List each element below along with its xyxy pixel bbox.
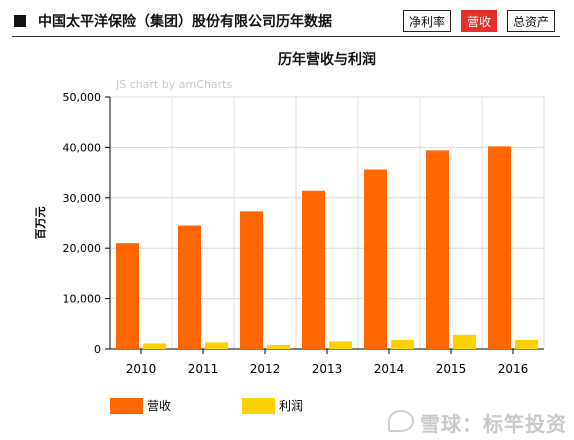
tab-net-margin[interactable]: 净利率 — [403, 10, 452, 32]
x-tick-label: 2010 — [126, 362, 157, 376]
bar-revenue — [488, 146, 511, 349]
bar-profit — [453, 334, 476, 349]
header-divider — [12, 36, 560, 37]
bar-revenue — [426, 150, 449, 349]
snowball-logo-icon — [388, 410, 414, 432]
bar-revenue — [364, 169, 387, 349]
header-square-icon — [14, 15, 26, 27]
bar-profit — [267, 344, 290, 349]
bar-profit — [515, 339, 538, 349]
bar-revenue — [116, 243, 139, 349]
legend-swatch — [110, 398, 143, 414]
chart-credit: JS chart by amCharts — [115, 78, 232, 91]
y-tick-label: 30,000 — [63, 192, 102, 205]
x-tick-label: 2012 — [250, 362, 281, 376]
bar-revenue — [302, 190, 325, 349]
y-tick-label: 40,000 — [63, 141, 102, 154]
page-header: 中国太平洋保险（集团）股份有限公司历年数据 净利率 营收 总资产 — [0, 0, 574, 36]
bar-profit — [143, 343, 166, 349]
tab-total-assets[interactable]: 总资产 — [507, 10, 556, 32]
tab-revenue[interactable]: 营收 — [461, 10, 498, 32]
y-tick-label: 0 — [94, 343, 101, 356]
legend-swatch — [242, 398, 275, 414]
legend-label: 营收 — [147, 399, 171, 413]
x-tick-label: 2011 — [188, 362, 219, 376]
y-tick-label: 20,000 — [63, 242, 102, 255]
x-tick-label: 2013 — [312, 362, 343, 376]
bar-revenue — [178, 225, 201, 349]
y-tick-label: 10,000 — [63, 293, 102, 306]
y-tick-label: 50,000 — [63, 91, 102, 104]
chart-title: 历年营收与利润 — [278, 51, 376, 68]
page-title: 中国太平洋保险（集团）股份有限公司历年数据 — [38, 14, 332, 30]
bar-profit — [391, 339, 414, 349]
x-tick-label: 2015 — [436, 362, 467, 376]
legend-label: 利润 — [279, 399, 303, 413]
y-axis-label: 百万元 — [34, 207, 47, 240]
x-tick-label: 2016 — [498, 362, 529, 376]
bar-revenue — [240, 211, 263, 349]
bar-profit — [329, 341, 352, 349]
bar-profit — [205, 342, 228, 349]
x-tick-label: 2014 — [374, 362, 405, 376]
watermark: 雪球：标竿投资 — [420, 412, 567, 436]
